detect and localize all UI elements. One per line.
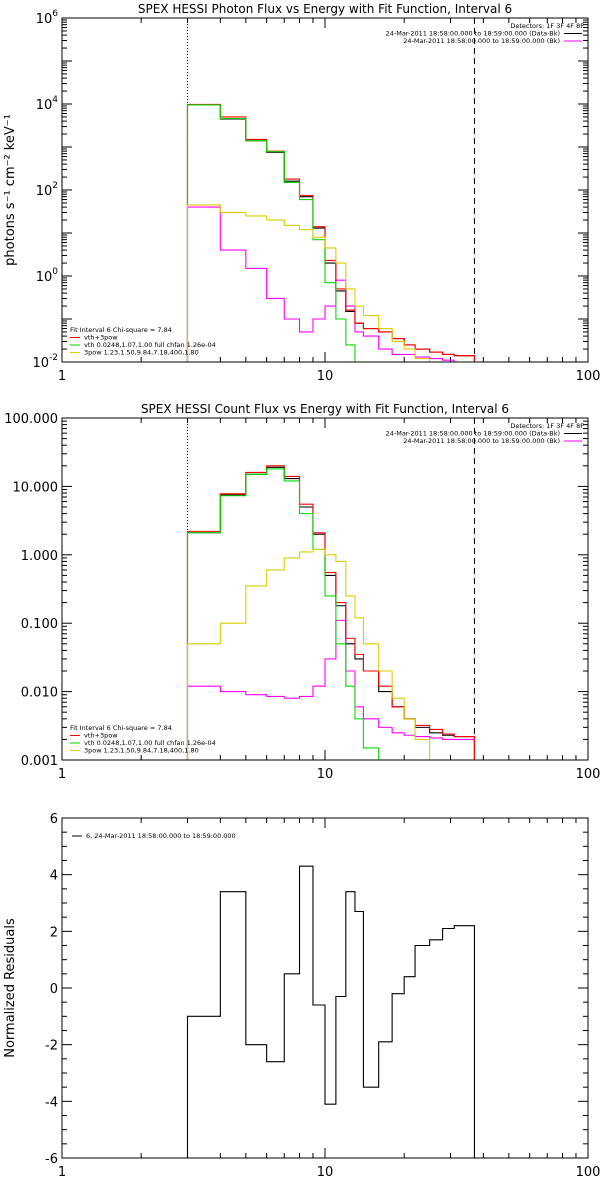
y-tick-label-base: 6: [50, 812, 58, 827]
plot-frame: [61, 17, 589, 363]
x-tick-label: 100: [576, 1165, 600, 1180]
y-tick-label-base: 10.000: [13, 480, 59, 495]
legend-text: vth+3pow: [84, 732, 118, 740]
legend-text: Detectors: 1F 3F 4F 8F: [510, 22, 584, 30]
plot-frame: [61, 817, 589, 1159]
legend-text: Detectors: 1F 3F 4F 8F: [510, 422, 584, 430]
y-tick-label-base: 0: [50, 982, 58, 997]
x-tick-label: 1: [58, 767, 66, 782]
chart-title: SPEX HESSI Count Flux vs Energy with Fit…: [141, 402, 509, 416]
y-tick-label: 1.000: [21, 549, 58, 564]
y-tick-label-base: 0.010: [21, 686, 58, 701]
y-tick-label: 100.000: [4, 412, 58, 427]
y-tick-label-exponent: 6: [52, 9, 58, 19]
y-tick-label-exponent: 0: [52, 267, 58, 277]
chart-panel-2: SPEX HESSI Count Flux vs Energy with Fit…: [4, 402, 600, 782]
series-line-3pow: [186, 548, 444, 760]
legend-text: 24-Mar-2011 18:58:00.000 to 18:59:00.000…: [403, 37, 560, 45]
y-tick-label-exponent: 4: [52, 95, 58, 105]
series-line-vth: [186, 104, 364, 362]
y-tick-label-base: -4: [45, 1095, 58, 1110]
series-line-vth: [186, 468, 380, 760]
x-tick-label: 1: [58, 369, 66, 384]
y-tick-label: -4: [45, 1095, 58, 1110]
y-tick-label: 6: [50, 812, 58, 827]
y-tick-label: 0.001: [21, 754, 58, 769]
y-tick-label-base: 4: [50, 869, 58, 884]
x-tick-label: 10: [317, 369, 334, 384]
x-tick-label: 1: [58, 1165, 66, 1180]
y-axis-label: photons s⁻¹ cm⁻² keV⁻¹: [3, 114, 18, 266]
y-tick-label-base: 0.001: [21, 754, 58, 769]
y-tick-label-base: 2: [50, 925, 58, 940]
series-line-data-bk: [186, 104, 475, 362]
series-line-bk: [186, 206, 475, 362]
chart-panel-1: SPEX HESSI Photon Flux vs Energy with Fi…: [3, 2, 600, 384]
x-tick-label: 10: [317, 767, 334, 782]
series-line-3pow: [186, 204, 431, 362]
y-tick-label: 10-2: [32, 353, 58, 371]
y-axis-label: Normalized Residuals: [3, 918, 18, 1058]
legend-text: vth 0.0248,1.07,1.00 full chfan 1.26e-04: [84, 341, 216, 349]
y-tick-label-exponent: 2: [52, 181, 58, 191]
y-tick-label: 106: [36, 9, 59, 27]
legend-text: vth 0.0248,1.07,1.00 full chfan 1.26e-04: [84, 739, 216, 747]
y-tick-label: 10.000: [13, 480, 59, 495]
series-line-vth-3pow: [186, 103, 475, 362]
series-line-bk: [186, 619, 475, 760]
plot-frame: [61, 417, 589, 761]
legend-text: 3pow 1.23,1.50,9.84,7.18,400,1.80: [84, 349, 199, 357]
series-line-data-bk: [186, 466, 475, 760]
y-tick-label: 104: [36, 95, 59, 113]
x-tick-label: 100: [576, 369, 600, 384]
y-tick-label-base: 0.100: [21, 617, 58, 632]
y-tick-label: 100: [36, 267, 59, 285]
legend-text: vth+3pow: [84, 334, 118, 342]
y-tick-label-base: 10: [36, 270, 53, 285]
y-tick-label: 102: [36, 181, 58, 199]
y-tick-label: -2: [45, 1039, 58, 1054]
chart-title: SPEX HESSI Photon Flux vs Energy with Fi…: [138, 2, 512, 16]
y-tick-label: 2: [50, 925, 58, 940]
series-line-vth-3pow: [186, 465, 475, 760]
x-tick-label: 10: [317, 1165, 334, 1180]
y-tick-label: 0.010: [21, 686, 58, 701]
x-tick-label: 100: [576, 767, 600, 782]
y-tick-label-base: 10: [36, 12, 53, 27]
series-group: [186, 865, 475, 1158]
y-tick-label: 4: [50, 869, 58, 884]
y-tick-label: -6: [45, 1152, 58, 1167]
legend-text: 24-Mar-2011 18:58:00.000 to 18:59:00.000…: [403, 437, 560, 445]
y-tick-label: 0: [50, 982, 58, 997]
legend-text: 3pow 1.23,1.50,9.84,7.18,400,1.80: [84, 747, 199, 755]
y-tick-label: 0.100: [21, 617, 58, 632]
y-tick-label-base: 1.000: [21, 549, 58, 564]
legend-text: 24-Mar-2011 18:58:00.000 to 18:59:00.000…: [386, 30, 560, 38]
legend-text: 24-Mar-2011 18:58:00.000 to 18:59:00.000…: [386, 430, 560, 438]
y-tick-label-base: 10: [36, 184, 53, 199]
legend-text: Fit Interval 6 Chi-square = 7.84: [70, 326, 172, 334]
series-group: [186, 103, 475, 362]
chart-panel-3: Normalized Residuals 1 10 100 -6 -4 -2 0 2 4 6 6, 2…: [3, 812, 600, 1180]
y-tick-label-base: -6: [45, 1152, 58, 1167]
series-line-6-24-mar-2011-18-58-00-000-to-18-59-00-000: [186, 865, 475, 1158]
legend-text: Fit Interval 6 Chi-square = 7.84: [70, 724, 172, 732]
y-tick-label-base: -2: [45, 1039, 58, 1054]
legend-text: 6, 24-Mar-2011 18:58:00.000 to 18:59:00.…: [86, 832, 236, 840]
y-tick-label-base: 100.000: [4, 412, 58, 427]
y-tick-label-exponent: -2: [49, 353, 58, 363]
series-group: [186, 465, 475, 760]
y-tick-label-base: 10: [36, 98, 53, 113]
y-tick-label-base: 10: [32, 356, 49, 371]
